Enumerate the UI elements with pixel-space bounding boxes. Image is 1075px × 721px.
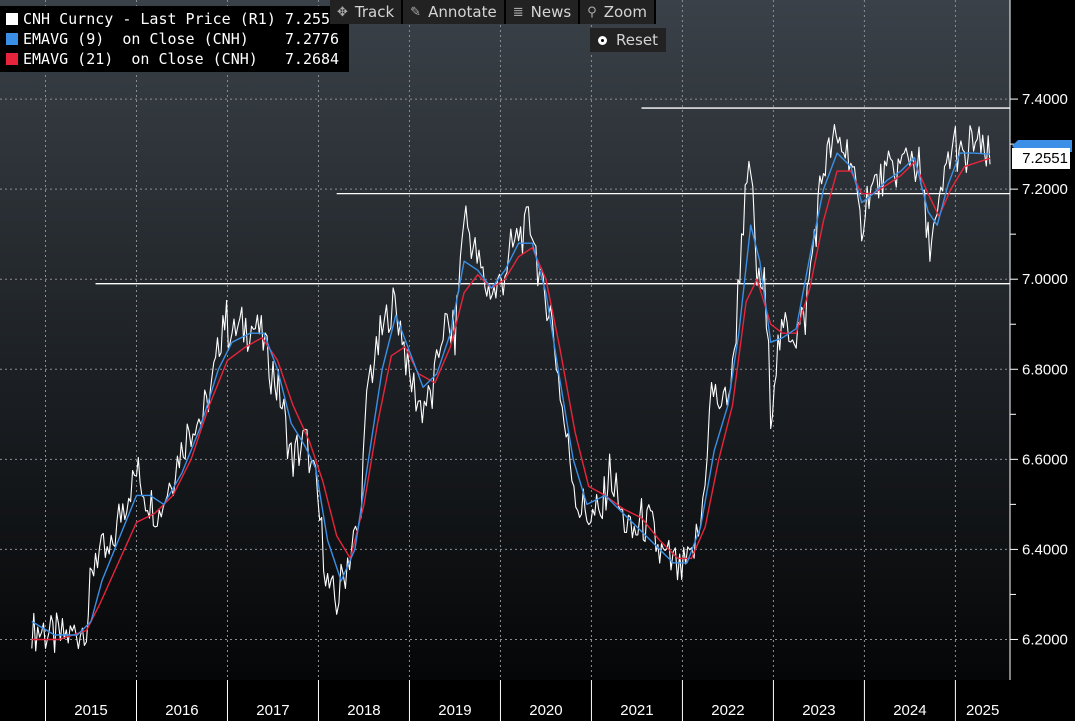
legend-label-ema21: EMAVG (21) on Close (CNH) [23,50,258,68]
x-axis: 2015 2016 2017 2018 2019 2020 2021 2022 2023 2024… [44,680,999,721]
news-icon: ≣ [512,4,524,20]
reset-label: Reset [616,31,658,49]
x-tick-label: 2020 [529,702,562,719]
zoom-button[interactable]: ⚲ Zoom [580,0,656,24]
x-tick-label: 2015 [74,702,107,719]
plot-background [0,0,1010,680]
y-tick-label: 6.4000 [1022,541,1068,558]
y-axis-background [1010,0,1075,680]
legend-row-ema9: EMAVG (9) on Close (CNH) 7.2776 [2,29,339,49]
zoom-label: Zoom [603,3,647,21]
x-tick-label: 2019 [438,702,471,719]
legend-row-price: CNH Curncy - Last Price (R1) 7.2551 [2,9,339,29]
annotate-button[interactable]: ✎ Annotate [403,0,506,24]
y-tick-label: 6.6000 [1022,451,1068,468]
y-tick-label: 6.2000 [1022,631,1068,648]
legend-swatch-ema21 [6,53,18,65]
legend-row-ema21: EMAVG (21) on Close (CNH) 7.2684 [2,49,339,69]
y-tick-label: 6.8000 [1022,361,1068,378]
grid [0,0,1010,680]
legend-value-ema9: 7.2776 [284,30,340,48]
x-tick-label: 2024 [893,702,926,719]
legend-value-price: 7.2551 [284,10,340,28]
series-layer [31,124,991,653]
legend-value-ema21: 7.2684 [284,50,340,68]
pencil-icon: ✎ [410,4,422,20]
chart-toolbar: ✥ Track ✎ Annotate ≣ News ⚲ Zoom [330,0,656,24]
x-axis-background [0,680,1075,721]
x-tick-label: 2022 [711,702,744,719]
legend-swatch-ema9 [6,33,18,45]
news-button[interactable]: ≣ News [506,0,581,24]
annotate-label: Annotate [428,3,497,21]
x-tick-label: 2023 [802,702,835,719]
legend: CNH Curncy - Last Price (R1) 7.2551 EMAV… [0,6,350,72]
x-tick-label: 2018 [347,702,380,719]
legend-label-ema9: EMAVG (9) on Close (CNH) [23,30,249,48]
last-price-label: 7.2551 [1012,148,1070,169]
track-button[interactable]: ✥ Track [330,0,404,24]
reset-icon [598,35,608,45]
y-tick-label: 7.0000 [1022,271,1068,288]
magnifier-icon: ⚲ [587,4,597,20]
legend-label-price: CNH Curncy - Last Price (R1) [23,10,276,28]
x-tick-label: 2017 [256,702,289,719]
y-tick-label: 7.2000 [1022,181,1068,198]
x-tick-label: 2025 [966,702,999,719]
crosshair-icon: ✥ [337,4,348,20]
y-axis: 7.4000 7.2000 7.0000 6.8000 6.6000 6.4000 6.20… [1009,0,1068,680]
y-tick-label: 7.4000 [1022,91,1068,108]
legend-swatch-price [6,13,18,25]
x-tick-label: 2021 [620,702,653,719]
price-series-line[interactable] [31,124,991,653]
reset-button[interactable]: Reset [590,28,666,52]
track-label: Track [354,3,395,21]
resistance-lines [95,107,1010,285]
x-tick-label: 2016 [165,702,198,719]
ema9-series-line[interactable] [31,152,991,636]
news-label: News [530,3,572,21]
